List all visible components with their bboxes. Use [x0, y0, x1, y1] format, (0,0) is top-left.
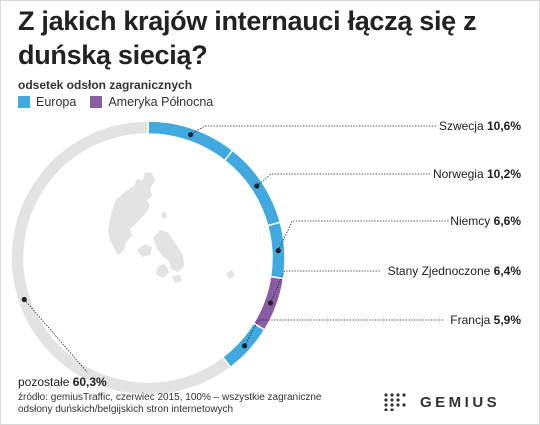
leader-line-francja	[244, 319, 444, 347]
legend-swatch-europa	[18, 96, 30, 108]
denmark-map-icon	[108, 172, 235, 283]
slice-label-norwegia: Norwegia 10,2%	[433, 167, 521, 181]
chart-subtitle: odsetek odsłon zagranicznych	[18, 78, 193, 92]
slice-norwegia	[223, 149, 282, 227]
slice-label-pozostale: pozostałe 60,3%	[18, 375, 107, 389]
source-note: źródło: gemiusTraffic, czerwiec 2015, 10…	[18, 392, 322, 415]
legend-label-europa: Europa	[36, 95, 77, 109]
leader-line-stany-zjednoczone	[270, 270, 381, 304]
slice-label-francja: Francja 5,9%	[450, 313, 521, 327]
legend-item-ameryka: Ameryka Północna	[90, 95, 213, 109]
leader-dot-szwecja	[188, 132, 194, 138]
chart-title: Z jakich krajów internauci łączą się z d…	[18, 6, 477, 70]
slice-pozostale	[10, 120, 232, 396]
leader-line-norwegia	[256, 173, 432, 187]
slice-label-stany-zjednoczone: Stany Zjednoczone 6,4%	[388, 264, 522, 278]
leader-line-szwecja	[190, 125, 438, 136]
slice-szwecja	[147, 120, 234, 162]
legend-item-europa: Europa	[18, 95, 76, 109]
slice-label-szwecja: Szwecja 10,6%	[439, 119, 521, 133]
legend-swatch-ameryka	[90, 96, 103, 108]
slice-label-niemcy: Niemcy 6,6%	[450, 214, 521, 228]
leader-line-pozostale	[23, 299, 88, 373]
leader-line-niemcy	[277, 220, 450, 251]
legend: Europa Ameryka Północna	[18, 95, 227, 109]
brand-logo: GEMIUS	[384, 393, 500, 411]
gemius-dots-icon	[384, 393, 406, 411]
brand-name: GEMIUS	[420, 393, 501, 411]
legend-label-ameryka: Ameryka Północna	[108, 95, 214, 109]
